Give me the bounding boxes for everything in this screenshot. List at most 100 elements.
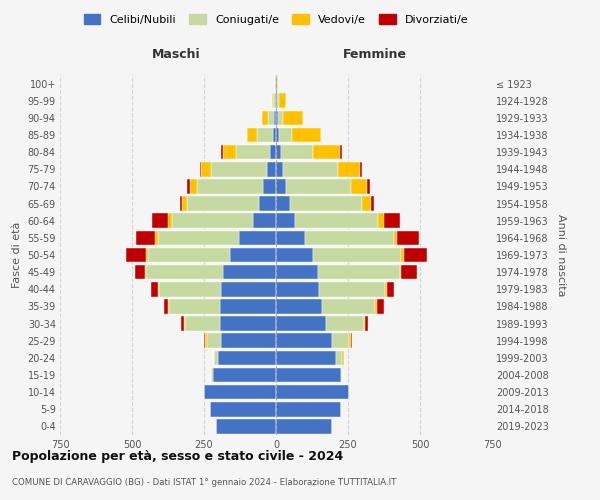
Text: Femmine: Femmine <box>343 48 407 60</box>
Bar <box>313 145 340 160</box>
Bar <box>276 162 283 176</box>
Bar <box>158 282 160 296</box>
Bar <box>276 265 318 280</box>
Bar <box>220 299 276 314</box>
Bar <box>276 179 286 194</box>
Bar <box>148 248 230 262</box>
Bar <box>168 214 172 228</box>
Bar <box>276 128 280 142</box>
Bar <box>281 145 313 160</box>
Bar <box>276 214 295 228</box>
Bar <box>221 145 223 160</box>
Bar <box>179 196 182 211</box>
Bar <box>322 299 376 314</box>
Bar <box>172 214 253 228</box>
Bar <box>359 162 362 176</box>
Bar <box>367 179 370 194</box>
Bar <box>276 419 332 434</box>
Bar <box>200 162 201 176</box>
Bar <box>295 214 378 228</box>
Text: COMUNE DI CARAVAGGIO (BG) - Dati ISTAT 1° gennaio 2024 - Elaborazione TUTTITALIA: COMUNE DI CARAVAGGIO (BG) - Dati ISTAT 1… <box>12 478 397 487</box>
Bar <box>272 128 276 142</box>
Bar <box>214 350 218 365</box>
Bar <box>187 179 190 194</box>
Bar <box>337 350 342 365</box>
Bar <box>351 179 367 194</box>
Bar <box>257 128 272 142</box>
Bar <box>197 179 263 194</box>
Bar <box>377 299 384 314</box>
Bar <box>160 282 221 296</box>
Bar <box>221 282 276 296</box>
Bar <box>276 282 319 296</box>
Bar <box>276 196 290 211</box>
Bar <box>211 162 268 176</box>
Bar <box>340 145 341 160</box>
Bar <box>397 230 419 245</box>
Bar <box>270 145 276 160</box>
Bar <box>146 265 223 280</box>
Bar <box>135 265 145 280</box>
Bar <box>185 316 220 331</box>
Bar <box>204 385 276 400</box>
Bar <box>318 265 400 280</box>
Bar <box>290 196 362 211</box>
Bar <box>221 334 276 348</box>
Bar <box>151 282 158 296</box>
Text: Maschi: Maschi <box>152 48 201 60</box>
Legend: Celibi/Nubili, Coniugati/e, Vedovi/e, Divorziati/e: Celibi/Nubili, Coniugati/e, Vedovi/e, Di… <box>80 10 472 28</box>
Bar <box>263 179 276 194</box>
Bar <box>276 402 341 416</box>
Bar <box>274 110 276 125</box>
Bar <box>218 350 276 365</box>
Bar <box>319 282 385 296</box>
Bar <box>276 334 332 348</box>
Bar <box>371 196 374 211</box>
Bar <box>152 214 168 228</box>
Bar <box>158 230 239 245</box>
Bar <box>136 230 155 245</box>
Bar <box>404 248 427 262</box>
Bar <box>342 350 344 365</box>
Bar <box>268 110 274 125</box>
Bar <box>387 282 394 296</box>
Bar <box>277 94 278 108</box>
Bar <box>401 248 404 262</box>
Bar <box>272 94 274 108</box>
Bar <box>164 299 168 314</box>
Bar <box>332 334 349 348</box>
Bar <box>278 94 286 108</box>
Bar <box>276 350 337 365</box>
Bar <box>204 334 205 348</box>
Bar <box>212 368 276 382</box>
Y-axis label: Fasce di età: Fasce di età <box>12 222 22 288</box>
Bar <box>400 265 401 280</box>
Bar <box>292 128 321 142</box>
Bar <box>207 334 221 348</box>
Bar <box>223 145 236 160</box>
Text: Popolazione per età, sesso e stato civile - 2024: Popolazione per età, sesso e stato civil… <box>12 450 343 463</box>
Bar <box>230 248 276 262</box>
Bar <box>274 94 275 108</box>
Bar <box>236 145 270 160</box>
Bar <box>286 179 351 194</box>
Bar <box>394 230 397 245</box>
Bar <box>220 316 276 331</box>
Bar <box>276 248 313 262</box>
Bar <box>276 299 322 314</box>
Bar <box>268 162 276 176</box>
Bar <box>341 368 342 382</box>
Bar <box>215 419 276 434</box>
Bar <box>276 316 326 331</box>
Bar <box>201 162 211 176</box>
Bar <box>280 128 292 142</box>
Y-axis label: Anni di nascita: Anni di nascita <box>556 214 566 296</box>
Bar <box>145 265 146 280</box>
Bar <box>205 334 207 348</box>
Bar <box>276 385 349 400</box>
Bar <box>277 76 278 91</box>
Bar <box>276 94 277 108</box>
Bar <box>364 316 365 331</box>
Bar <box>211 368 212 382</box>
Bar <box>276 368 341 382</box>
